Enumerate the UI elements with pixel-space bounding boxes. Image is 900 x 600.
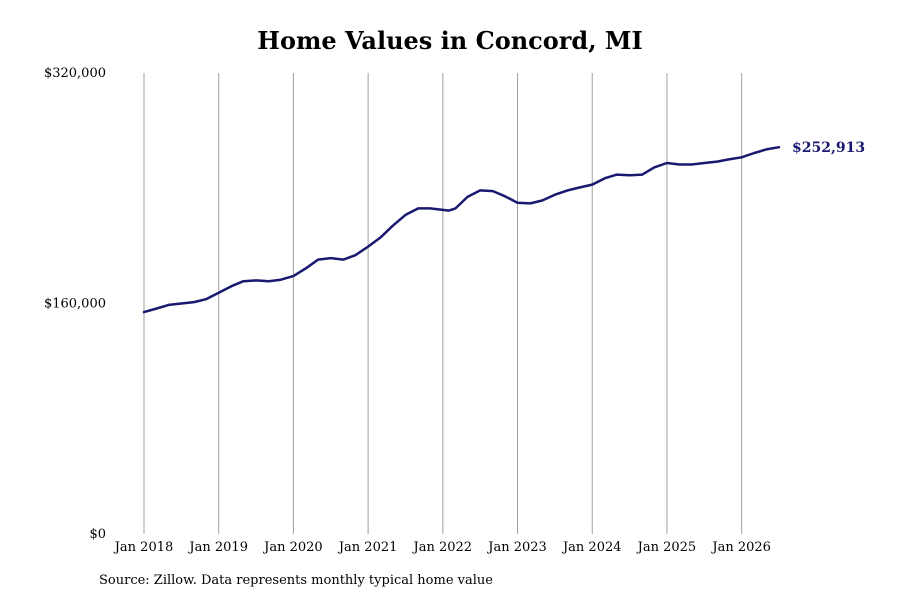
y-tick-label: $320,000	[44, 66, 106, 81]
x-tick-label: Jan 2022	[412, 540, 473, 555]
series-line	[142, 145, 781, 314]
x-tick-label: Jan 2024	[561, 540, 622, 555]
x-tick-label: Jan 2019	[187, 540, 248, 555]
y-tick-label: $0	[89, 527, 106, 542]
x-tick-label: Jan 2026	[710, 540, 771, 555]
x-tick-label: Jan 2025	[636, 540, 697, 555]
end-value-label: $252,913	[792, 140, 865, 156]
chart-title: Home Values in Concord, MI	[257, 26, 643, 55]
source-note: Source: Zillow. Data represents monthly …	[99, 573, 493, 588]
x-tick-label: Jan 2018	[113, 540, 174, 555]
x-tick-label: Jan 2020	[262, 540, 323, 555]
x-tick-label: Jan 2023	[486, 540, 547, 555]
y-tick-label: $160,000	[44, 297, 106, 312]
x-tick-label: Jan 2021	[337, 540, 398, 555]
